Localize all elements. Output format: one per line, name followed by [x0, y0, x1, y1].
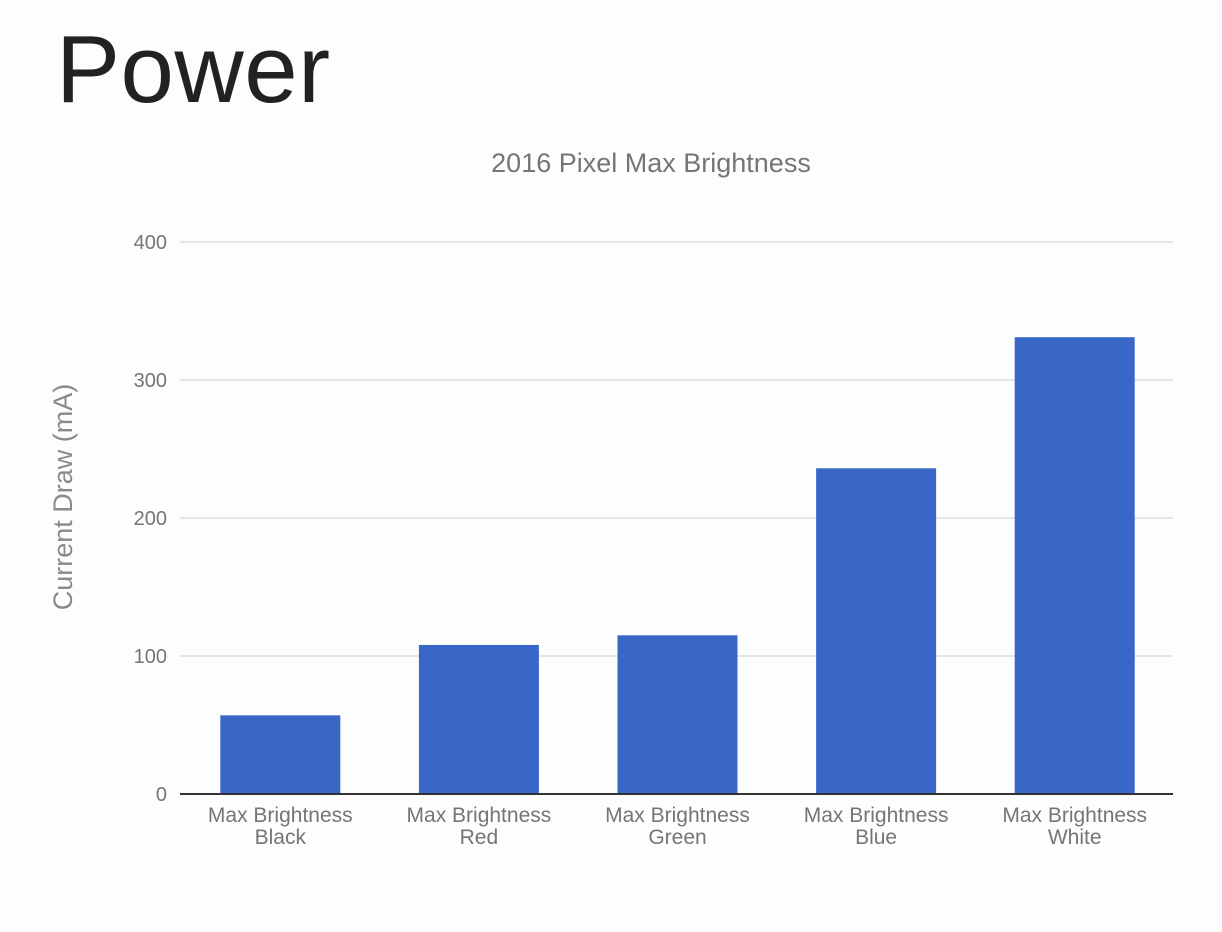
y-tick-labels: 0 100 200 300 400	[134, 232, 167, 806]
x-tick-labels: Max Brightness Black Max Brightness Red Max …	[208, 804, 1147, 849]
x-tick-label: Max Brightness Blue	[804, 804, 949, 849]
y-axis-label: Current Draw (mA)	[48, 384, 78, 611]
bars	[220, 337, 1135, 794]
chart-title: 2016 Pixel Max Brightness	[491, 148, 811, 178]
y-tick-label: 200	[134, 508, 167, 530]
gridlines	[180, 241, 1173, 657]
y-tick-label: 300	[134, 370, 167, 392]
x-tick-label: Max Brightness Red	[407, 804, 552, 849]
slide-title: Power	[56, 16, 331, 123]
x-tick-label: Max Brightness White	[1002, 804, 1147, 849]
bar	[617, 635, 738, 794]
y-tick-label: 400	[134, 232, 167, 254]
x-tick-label: Max Brightness Green	[605, 804, 750, 849]
bar	[1014, 337, 1135, 794]
y-tick-label: 0	[156, 784, 167, 806]
bar	[220, 715, 341, 794]
bar	[418, 644, 539, 794]
x-tick-label: Max Brightness Black	[208, 804, 353, 849]
bar	[816, 468, 937, 794]
y-tick-label: 100	[134, 646, 167, 668]
